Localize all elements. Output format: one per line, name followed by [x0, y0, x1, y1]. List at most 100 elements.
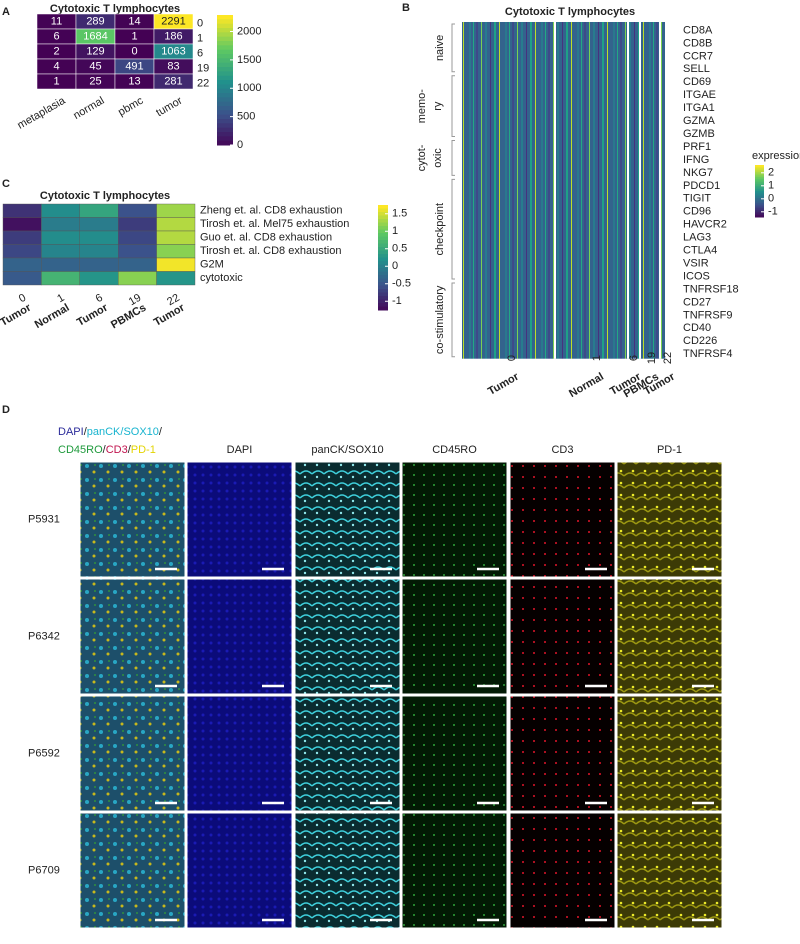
colorbar-step	[378, 299, 388, 304]
colorbar-tick-label: 0	[237, 139, 243, 151]
heatmap-cell	[2, 217, 42, 232]
channel-header: DAPI	[227, 444, 253, 456]
colorbar-step	[217, 123, 233, 129]
colorbar-tick-label: 2000	[237, 25, 261, 37]
gene-label: TIGIT	[683, 193, 711, 205]
colorbar-tick-label: -1	[392, 295, 402, 307]
sample-label: P6709	[28, 864, 60, 876]
colorbar-step	[378, 233, 388, 237]
heatmap-cell	[41, 230, 81, 245]
colorbar-step	[217, 15, 233, 20]
cluster-label: 0	[506, 355, 518, 361]
row-label: 6	[197, 47, 203, 59]
gene-label: CD69	[683, 76, 711, 88]
cluster-label: 6	[94, 292, 105, 305]
group-x-label: Normal	[567, 371, 606, 400]
colorbar-step	[378, 275, 388, 279]
gene-label: PDCD1	[683, 180, 720, 192]
header-segment: CD45RO	[58, 444, 103, 456]
colorbar-tick-label: 1000	[237, 82, 261, 94]
cluster-label: 1	[591, 355, 603, 361]
group-label: oxic	[432, 148, 444, 168]
colorbar-tick-label: 0	[768, 193, 774, 205]
micrograph	[401, 461, 508, 578]
colorbar-step	[755, 196, 764, 199]
cluster-label: 22	[662, 352, 674, 364]
panel-letter: C	[2, 178, 10, 190]
heatmap-cell	[2, 271, 42, 286]
colorbar-step	[378, 278, 388, 283]
colorbar-step	[755, 189, 764, 192]
colorbar-step	[217, 88, 233, 94]
colorbar-step	[217, 19, 233, 25]
merged-header: DAPI/panCK/SOX10/	[58, 426, 163, 438]
heatmap-cell	[79, 244, 119, 259]
group-x-label: Tumor	[486, 370, 522, 397]
colorbar-step	[378, 250, 388, 255]
colorbar-step	[217, 75, 233, 81]
gene-label: TNFRSF9	[683, 309, 733, 321]
colorbar-step	[217, 23, 233, 29]
group-label: cytot-	[416, 144, 428, 171]
colorbar-step	[755, 197, 764, 201]
cell-label: 4	[53, 60, 59, 72]
colorbar-step	[755, 166, 764, 169]
colorbar-step	[378, 219, 388, 223]
colorbar-step	[378, 303, 388, 307]
gene-label: CTLA4	[683, 245, 717, 257]
colorbar-step	[755, 187, 764, 190]
micrograph	[79, 461, 186, 578]
colorbar-step	[755, 191, 764, 194]
micrograph	[186, 695, 293, 812]
panel-letter: A	[2, 6, 10, 18]
micrograph	[186, 578, 293, 695]
colorbar-step	[755, 182, 764, 185]
colorbar-step	[217, 80, 233, 85]
panel-letter: B	[402, 2, 410, 14]
colorbar-tick-label: 1.5	[392, 208, 407, 220]
micrograph	[509, 461, 616, 578]
col-label: tumor	[154, 95, 185, 120]
colorbar-step	[755, 208, 764, 211]
col-label: normal	[71, 95, 106, 122]
colorbar-step	[217, 84, 233, 90]
heatmap-cell	[156, 203, 196, 218]
cell-label: 2291	[161, 15, 185, 27]
cluster-label: 19	[127, 292, 144, 309]
colorbar-step	[378, 285, 388, 290]
row-label: 1	[197, 32, 203, 44]
gene-label: GZMB	[683, 128, 715, 140]
heatmap-cell	[156, 230, 196, 245]
row-label: 22	[197, 77, 209, 89]
gene-label: CD8B	[683, 37, 712, 49]
colorbar-step	[755, 178, 764, 182]
heatmap-cell	[156, 217, 196, 232]
colorbar-step	[217, 140, 233, 146]
colorbar-step	[217, 41, 233, 46]
heatmap-cell	[41, 257, 81, 272]
gene-label: TNFRSF18	[683, 283, 739, 295]
colorbar-step	[217, 132, 233, 137]
colorbar-step	[217, 32, 233, 38]
cluster-label: 6	[628, 355, 640, 361]
colorbar-step	[378, 261, 388, 265]
heatmap-cell	[117, 230, 157, 245]
colorbar-step	[378, 236, 388, 241]
micrograph	[509, 578, 616, 695]
heatmap-cell	[41, 244, 81, 259]
gene-label: CCR7	[683, 50, 713, 62]
heatmap-cell	[2, 230, 42, 245]
micrograph	[616, 812, 723, 929]
group-bracket	[451, 282, 455, 358]
row-label: Zheng et. al. CD8 exhaustion	[200, 205, 342, 217]
micrograph	[294, 812, 401, 929]
row-label: Tirosh et. al. Mel75 exhaustion	[200, 218, 349, 230]
colorbar-step	[378, 264, 388, 269]
row-label: Guo et. al. CD8 exhaustion	[200, 232, 332, 244]
row-label: G2M	[200, 259, 224, 271]
colorbar-step	[755, 199, 764, 202]
colorbar-step	[217, 45, 233, 51]
colorbar-step	[755, 180, 764, 183]
colorbar-step	[217, 97, 233, 103]
colorbar-step	[217, 67, 233, 72]
